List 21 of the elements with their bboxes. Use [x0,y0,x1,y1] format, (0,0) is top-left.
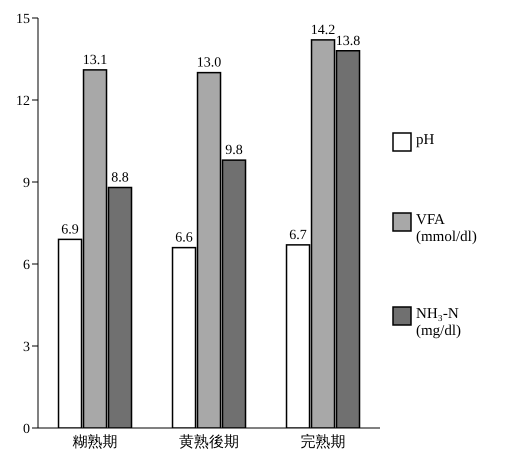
data-label: 6.7 [289,228,307,243]
data-label: 13.8 [336,34,360,49]
legend-label: VFA (mmol/dl) [416,212,478,246]
x-tick-label: 糊熟期 [72,432,118,451]
legend-label: NH₃-N (mg/dl) [416,306,462,340]
y-tick-label: 12 [16,94,30,109]
x-tick-label: 完熟期 [300,432,346,451]
x-tick-label: 黄熟後期 [179,432,239,451]
data-label: 6.9 [61,222,79,238]
y-tick-label: 0 [23,422,30,437]
legend-label: pH [416,132,434,148]
y-tick-label: 9 [23,176,30,191]
y-tick-label: 15 [16,12,30,27]
data-label: 13.1 [82,52,108,68]
y-tick-label: 6 [23,258,30,273]
y-tick-label: 3 [23,340,30,355]
data-label: 13.0 [196,56,222,71]
data-label: 6.6 [175,230,193,246]
data-label: 8.8 [111,170,129,186]
data-label: 14.2 [310,22,336,38]
data-label: 9.8 [225,143,243,158]
